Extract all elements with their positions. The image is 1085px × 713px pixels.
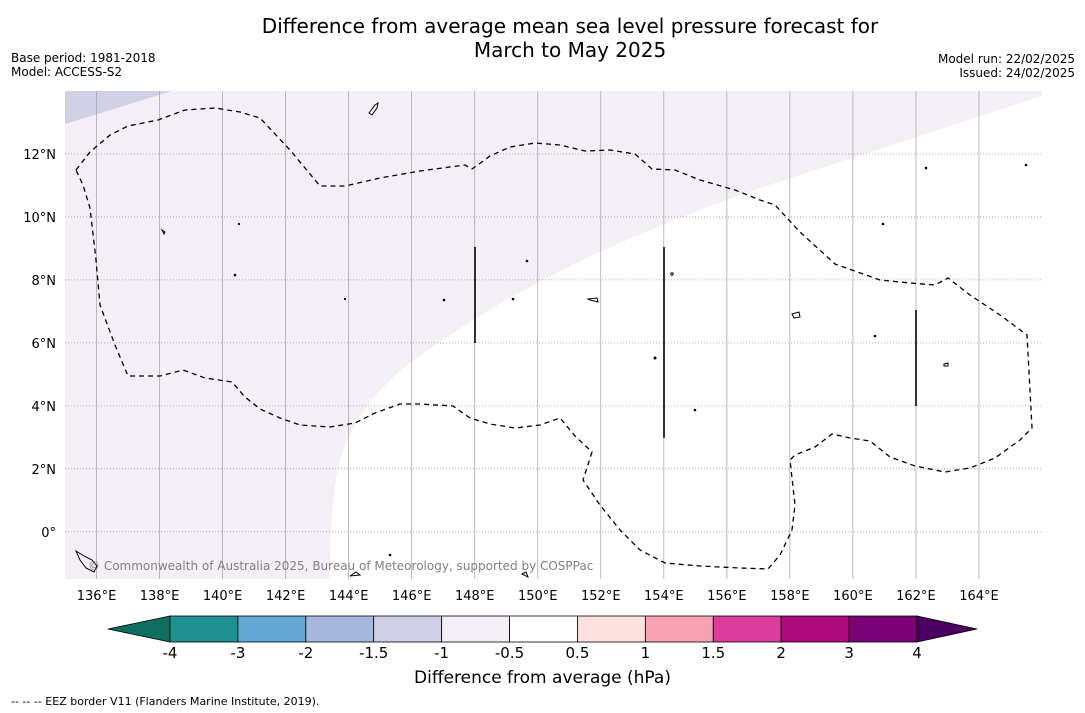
longitude-label: 146°E	[392, 589, 432, 604]
issued-date: Issued: 24/02/2025	[959, 66, 1075, 80]
colorbar-box	[237, 615, 307, 643]
colorbar-ticks: -4 -3 -2 -1.5 -1 -0.5 0.5 1 1.5 2 3 4	[163, 644, 922, 662]
colorbar-tick-label: 4	[912, 644, 922, 662]
title-line-2: March to May 2025	[473, 38, 667, 62]
longitude-label: 152°E	[581, 589, 621, 604]
longitude-label: 142°E	[266, 589, 306, 604]
island-pohnpei	[791, 311, 801, 319]
colorbar-box	[169, 615, 239, 643]
longitude-label: 158°E	[770, 589, 810, 604]
colorbar-box	[577, 615, 646, 643]
copyright-text: © Commonwealth of Australia 2025, Bureau…	[88, 559, 593, 573]
longitude-label: 148°E	[455, 589, 495, 604]
colorbar-tick-label: -0.5	[495, 644, 524, 662]
island-dot	[924, 166, 928, 170]
chart-title: Difference from average mean sea level p…	[0, 14, 1085, 62]
colorbar-box	[644, 615, 714, 643]
island-dot	[881, 222, 885, 226]
colorbar-box	[848, 615, 918, 643]
colorbar-tick-label: -1	[434, 644, 449, 662]
colorbar-box	[441, 615, 510, 643]
colorbar-tick-label: 2	[776, 644, 786, 662]
longitude-label: 164°E	[959, 589, 999, 604]
latitude-label: 0°	[41, 526, 56, 541]
island-dot	[525, 259, 529, 263]
right-metadata: Model run: 22/02/2025 Issued: 24/02/2025	[938, 52, 1075, 80]
colorbar: -4 -3 -2 -1.5 -1 -0.5 0.5 1 1.5 2 3 4	[107, 615, 978, 662]
latitude-label: 8°N	[32, 274, 57, 289]
island-kosrae	[943, 362, 949, 367]
latitude-label: 6°N	[32, 337, 57, 352]
map-area: © Commonwealth of Australia 2025, Bureau…	[65, 91, 1042, 579]
latitude-label: 10°N	[23, 211, 56, 226]
latitude-label: 2°N	[32, 463, 57, 478]
island-dot	[1024, 163, 1028, 167]
colorbar-tick-label: -3	[230, 644, 245, 662]
island-dot	[343, 297, 347, 301]
model-name: Model: ACCESS-S2	[11, 65, 123, 79]
longitude-label: 162°E	[896, 589, 936, 604]
colorbar-tick-label: -1.5	[359, 644, 388, 662]
longitude-labels: 136°E 138°E 140°E 142°E 144°E 146°E 148°E 150°E…	[77, 589, 999, 604]
islands	[74, 101, 1028, 579]
island-dot	[388, 553, 392, 557]
colorbar-tick-label: 1	[641, 644, 651, 662]
colorbar-low-extend	[107, 615, 171, 643]
colorbar-tick-label: -4	[163, 644, 178, 662]
colorbar-box	[373, 615, 443, 643]
pressure-region-lavender	[65, 91, 172, 124]
island-dot	[653, 356, 657, 360]
colorbar-box	[305, 615, 375, 643]
colorbar-high-extend	[916, 615, 978, 643]
colorbar-box	[712, 615, 782, 643]
island-mussau	[520, 571, 529, 579]
colorbar-boxes	[169, 615, 918, 643]
colorbar-box	[780, 615, 850, 643]
longitude-label: 136°E	[77, 589, 117, 604]
longitude-label: 138°E	[140, 589, 180, 604]
base-period: Base period: 1981-2018	[11, 51, 156, 65]
island-dot	[237, 222, 241, 226]
island-dot	[670, 272, 674, 276]
latitude-label: 4°N	[32, 400, 57, 415]
colorbar-tick-label: 1.5	[701, 644, 725, 662]
longitude-label: 144°E	[329, 589, 369, 604]
island-dot	[511, 297, 515, 301]
island-dot	[693, 408, 697, 412]
island-dot	[442, 298, 446, 302]
island-dot	[873, 334, 877, 338]
colorbar-box	[509, 615, 578, 643]
colorbar-title: Difference from average (hPa)	[414, 668, 671, 688]
colorbar-tick-label: -2	[298, 644, 313, 662]
island-new-guinea	[74, 549, 98, 573]
latitude-label: 12°N	[23, 148, 56, 163]
model-run: Model run: 22/02/2025	[937, 52, 1075, 66]
longitude-label: 154°E	[644, 589, 684, 604]
longitude-label: 150°E	[518, 589, 558, 604]
longitude-label: 140°E	[203, 589, 243, 604]
island-chuuk	[586, 297, 599, 303]
pressure-region-light	[65, 91, 1042, 579]
colorbar-tick-label: 3	[844, 644, 854, 662]
colorbar-tick-label: 0.5	[566, 644, 590, 662]
island-yap	[160, 228, 166, 236]
eez-footnote: -- -- -- EEZ border V11 (Flanders Marine…	[11, 695, 320, 708]
title-line-1: Difference from average mean sea level p…	[261, 14, 879, 38]
longitude-label: 160°E	[833, 589, 873, 604]
left-metadata: Base period: 1981-2018 Model: ACCESS-S2	[11, 51, 156, 79]
eez-border	[75, 107, 1033, 570]
island-dot	[233, 273, 237, 277]
island-guam	[368, 101, 379, 116]
island-manus	[349, 571, 362, 577]
latitude-labels: 12°N 10°N 8°N 6°N 4°N 2°N 0°	[23, 148, 56, 541]
longitude-label: 156°E	[707, 589, 747, 604]
